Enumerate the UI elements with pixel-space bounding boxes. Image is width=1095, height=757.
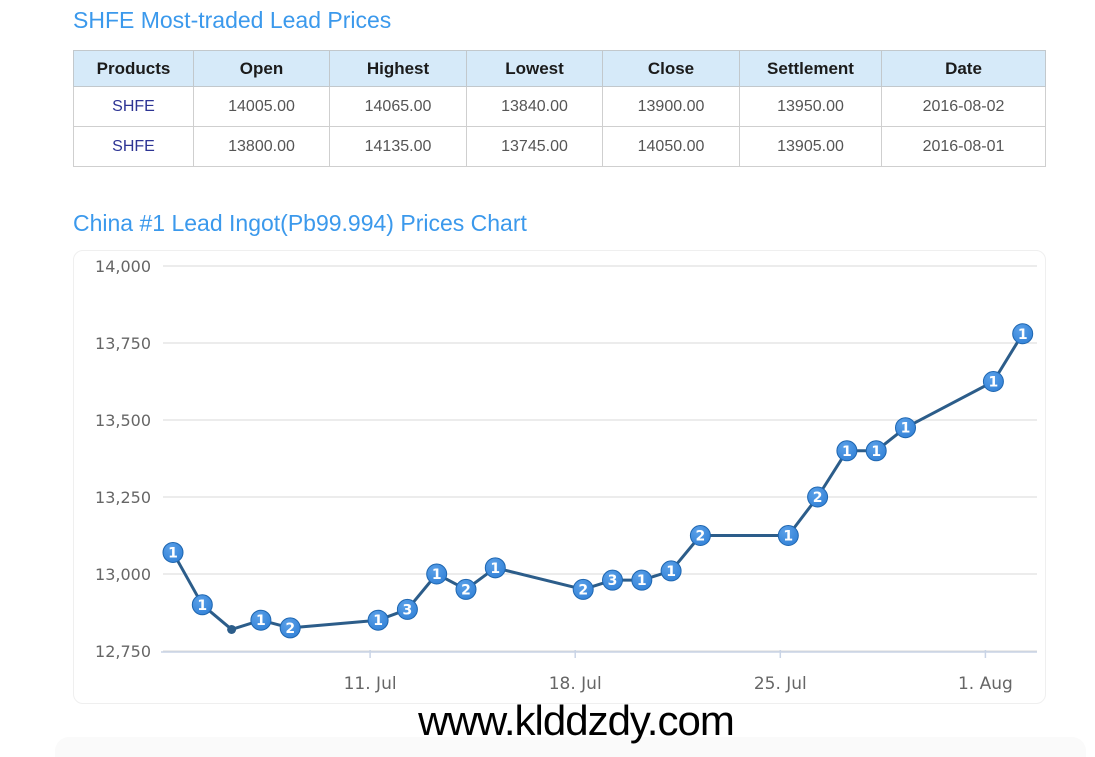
chart-point-label: 1 bbox=[373, 613, 383, 629]
product-link[interactable]: SHFE bbox=[112, 137, 155, 155]
chart-point-label: 2 bbox=[285, 621, 295, 637]
chart-point[interactable] bbox=[162, 541, 184, 563]
settlement-cell: 13950.00 bbox=[739, 86, 882, 127]
chart-point[interactable] bbox=[631, 569, 653, 591]
chart-point-label: 1 bbox=[432, 567, 442, 583]
date-cell: 2016-08-02 bbox=[881, 86, 1046, 127]
x-axis-label: 18. Jul bbox=[549, 674, 602, 694]
y-axis-label: 14,000 bbox=[95, 257, 151, 276]
chart-point-label: 1 bbox=[168, 545, 178, 561]
chart-point[interactable] bbox=[455, 578, 477, 600]
chart-point-label: 1 bbox=[197, 598, 207, 614]
chart-point[interactable] bbox=[1012, 323, 1034, 345]
chart-point[interactable] bbox=[689, 525, 711, 546]
col-header-highest: Highest bbox=[329, 50, 467, 87]
col-header-open: Open bbox=[193, 50, 330, 87]
chart-point-label: 1 bbox=[989, 375, 999, 391]
y-axis-label: 13,250 bbox=[95, 488, 151, 507]
chart-point[interactable] bbox=[777, 525, 799, 546]
highest-cell: 14135.00 bbox=[329, 126, 467, 167]
chart-point-dot[interactable] bbox=[227, 624, 237, 634]
y-axis-label: 13,500 bbox=[95, 411, 151, 430]
chart-point-label: 1 bbox=[637, 573, 647, 589]
y-axis-label: 13,750 bbox=[95, 334, 151, 353]
chart-point[interactable] bbox=[426, 563, 448, 585]
table-row: SHFE 14005.00 14065.00 13840.00 13900.00… bbox=[73, 86, 1046, 127]
chart-point[interactable] bbox=[602, 569, 623, 591]
chart-point[interactable] bbox=[191, 594, 213, 616]
watermark-text: www.klddzdy.com bbox=[418, 697, 735, 744]
chart-title: China #1 Lead Ingot(Pb99.994) Prices Cha… bbox=[73, 210, 527, 236]
chart-point[interactable] bbox=[836, 440, 858, 462]
prices-table: Products Open Highest Lowest Close Settl… bbox=[73, 50, 1046, 167]
product-cell: SHFE bbox=[73, 126, 194, 167]
chart-point[interactable] bbox=[572, 578, 594, 600]
chart-point[interactable] bbox=[484, 557, 506, 579]
chart-point-label: 3 bbox=[403, 602, 413, 618]
x-axis-label: 1. Aug bbox=[958, 674, 1013, 694]
x-axis-label: 11. Jul bbox=[344, 674, 397, 694]
y-axis-label: 12,750 bbox=[95, 642, 151, 661]
bottom-section-edge bbox=[55, 737, 1086, 757]
y-axis-label: 13,000 bbox=[95, 565, 151, 584]
col-header-lowest: Lowest bbox=[466, 50, 603, 87]
chart-point-label: 1 bbox=[871, 444, 881, 460]
chart-point-label: 2 bbox=[578, 582, 588, 598]
chart-point-label: 1 bbox=[901, 421, 911, 437]
highest-cell: 14065.00 bbox=[329, 86, 467, 127]
chart-point[interactable] bbox=[660, 560, 682, 582]
table-title: SHFE Most-traded Lead Prices bbox=[73, 7, 392, 33]
chart-point-label: 1 bbox=[666, 564, 676, 580]
chart-point-label: 1 bbox=[490, 561, 500, 577]
col-header-close: Close bbox=[602, 50, 740, 87]
chart-canvas: 12,75013,00013,25013,50013,75014,00011. … bbox=[95, 257, 1037, 694]
chart-point-label: 1 bbox=[1018, 327, 1028, 343]
price-line bbox=[171, 332, 1025, 631]
close-cell: 13900.00 bbox=[602, 86, 740, 127]
chart-point[interactable] bbox=[865, 440, 887, 462]
open-cell: 13800.00 bbox=[193, 126, 330, 167]
close-cell: 14050.00 bbox=[602, 126, 740, 167]
chart-point[interactable] bbox=[982, 371, 1004, 392]
chart-point-label: 2 bbox=[813, 490, 823, 506]
table-header-row: Products Open Highest Lowest Close Settl… bbox=[73, 50, 1046, 87]
chart-point[interactable] bbox=[396, 598, 418, 620]
lead-price-chart[interactable]: 12,750 13,000 13,250 13,500 13,750 14,000 11. … bbox=[73, 250, 1046, 704]
col-header-date: Date bbox=[881, 50, 1046, 87]
lowest-cell: 13840.00 bbox=[466, 86, 603, 127]
chart-point[interactable] bbox=[279, 617, 301, 639]
settlement-cell: 13905.00 bbox=[739, 126, 882, 167]
chart-point-label: 1 bbox=[256, 613, 266, 629]
x-axis-label: 25. Jul bbox=[754, 674, 807, 694]
lowest-cell: 13745.00 bbox=[466, 126, 603, 167]
chart-point[interactable] bbox=[895, 417, 916, 439]
open-cell: 14005.00 bbox=[193, 86, 330, 127]
col-header-settlement: Settlement bbox=[739, 50, 882, 87]
product-cell: SHFE bbox=[73, 86, 194, 127]
table-row: SHFE 13800.00 14135.00 13745.00 14050.00… bbox=[73, 126, 1046, 167]
chart-point[interactable] bbox=[250, 609, 272, 631]
chart-point-label: 2 bbox=[461, 582, 471, 598]
chart-point[interactable] bbox=[367, 609, 389, 631]
date-cell: 2016-08-01 bbox=[881, 126, 1046, 167]
chart-point[interactable] bbox=[807, 486, 829, 508]
product-link[interactable]: SHFE bbox=[112, 97, 155, 115]
col-header-products: Products bbox=[73, 50, 194, 87]
chart-point-label: 1 bbox=[842, 444, 852, 460]
chart-point-label: 1 bbox=[783, 529, 793, 545]
chart-point-label: 2 bbox=[696, 529, 706, 545]
chart-point-label: 3 bbox=[608, 573, 618, 589]
